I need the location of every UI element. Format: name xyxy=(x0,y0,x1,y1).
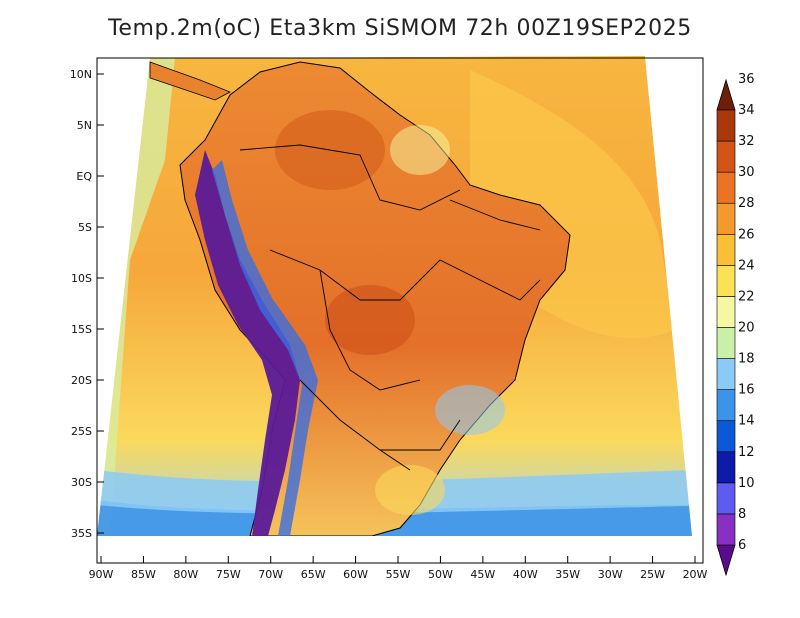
colorbar-top-arrow xyxy=(716,78,736,111)
lon-tick-label: 65W xyxy=(301,568,326,581)
colorbar-swatch xyxy=(716,202,736,235)
colorbar-swatch xyxy=(716,358,736,390)
lon-tick-label: 35W xyxy=(555,568,580,581)
lon-tick-label: 70W xyxy=(258,568,283,581)
colorbar-label: 26 xyxy=(738,227,755,242)
hot-patch-central xyxy=(325,285,415,355)
lat-tick-label: 15S xyxy=(71,323,92,336)
colorbar-swatch xyxy=(716,482,736,515)
lon-tick-label: 40W xyxy=(513,568,538,581)
colorbar-label: 12 xyxy=(738,445,755,460)
lon-tick-label: 75W xyxy=(216,568,241,581)
colorbar-swatch xyxy=(716,420,736,453)
lat-tick-label: 5S xyxy=(78,221,92,234)
lat-tick-label: 20S xyxy=(71,374,92,387)
lat-tick-label: 25S xyxy=(71,425,92,438)
andes-cold-strip xyxy=(195,150,300,536)
colorbar-bottom-arrow xyxy=(716,544,736,577)
pacific-cool-edge xyxy=(97,58,175,536)
colorbar-label: 14 xyxy=(738,414,755,429)
colorbar-label: 34 xyxy=(738,103,755,118)
andes-cool-fringe xyxy=(212,160,318,536)
colorbar-label: 36 xyxy=(738,72,755,87)
hot-patch-north xyxy=(390,125,450,175)
colorbar-label: 16 xyxy=(738,383,755,398)
colorbar-swatch xyxy=(716,513,736,546)
colorbar-swatch xyxy=(716,451,736,484)
colorbar-swatch xyxy=(716,171,736,204)
lon-tick-label: 50W xyxy=(428,568,453,581)
lat-tick-label: 10N xyxy=(70,68,92,81)
colorbar-label: 6 xyxy=(738,538,746,553)
lon-tick-label: 85W xyxy=(131,568,156,581)
latitude-axis: 10N 5N EQ 5S 10S 15S 20S 25S 30S 35S xyxy=(70,68,104,540)
colorbar-swatch xyxy=(716,389,736,422)
colorbar-swatch xyxy=(716,265,736,297)
colorbar-label: 28 xyxy=(738,196,755,211)
lon-tick-label: 25W xyxy=(640,568,665,581)
colorbar-label: 10 xyxy=(738,476,755,491)
colorbar-swatch xyxy=(716,109,736,142)
lon-tick-label: 20W xyxy=(683,568,708,581)
cool-patch-south xyxy=(375,465,445,515)
colorbar-label: 18 xyxy=(738,352,755,367)
lon-tick-label: 30W xyxy=(598,568,623,581)
colorbar-label: 30 xyxy=(738,165,755,180)
colorbar-label: 24 xyxy=(738,258,755,273)
colorbar-label: 22 xyxy=(738,289,755,304)
plot-frame xyxy=(96,57,704,564)
lat-tick-label: 10S xyxy=(71,272,92,285)
longitude-axis: 90W 85W 80W 75W 70W 65W 60W 55W 50W 45W 40W 35W 30W 2… xyxy=(89,556,708,581)
colorbar-label: 8 xyxy=(738,507,746,522)
map-title: Temp.2m(oC) Eta3km SiSMOM 72h 00Z19SEP20… xyxy=(108,16,692,41)
lat-tick-label: 5N xyxy=(77,119,92,132)
cool-patch-southeast xyxy=(435,385,505,435)
country-borders xyxy=(239,144,541,471)
colorbar-swatch xyxy=(716,233,736,266)
lon-tick-label: 55W xyxy=(386,568,411,581)
colorbar-label: 32 xyxy=(738,134,755,149)
lon-tick-label: 90W xyxy=(89,568,114,581)
central-america xyxy=(149,61,231,101)
lon-tick-label: 80W xyxy=(173,568,198,581)
colorbar-label: 20 xyxy=(738,321,755,336)
colorbar: 6 8 10 12 14 16 18 20 22 24 26 28 30 32 34 36 xyxy=(716,72,755,577)
colorbar-swatch xyxy=(716,140,736,173)
lon-tick-label: 45W xyxy=(470,568,495,581)
lat-tick-label: 30S xyxy=(71,476,92,489)
colorbar-swatch xyxy=(716,296,736,328)
colorbar-swatch xyxy=(716,327,736,359)
lat-tick-label: EQ xyxy=(76,170,92,183)
lon-tick-label: 60W xyxy=(343,568,368,581)
lat-tick-label: 35S xyxy=(71,527,92,540)
